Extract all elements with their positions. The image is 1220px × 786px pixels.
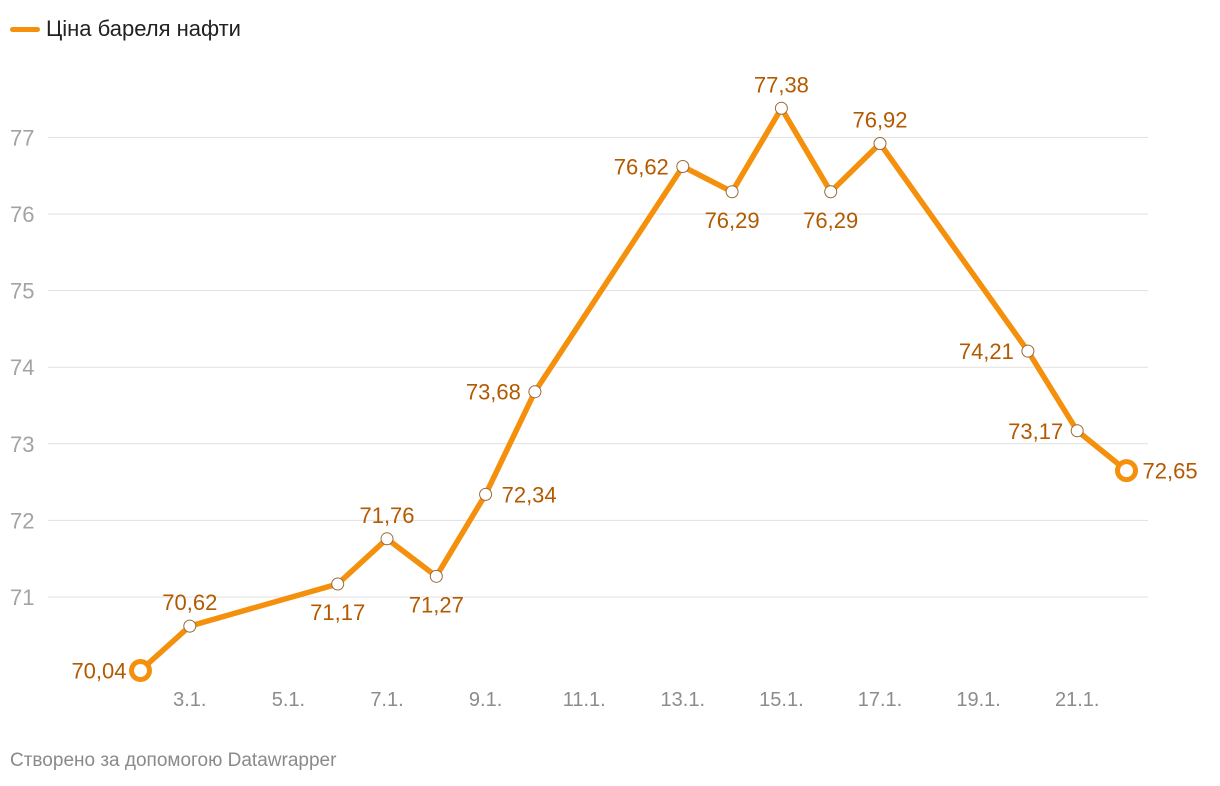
data-label: 73,17 [1008, 419, 1063, 444]
data-point [429, 569, 443, 583]
data-label: 71,27 [409, 592, 464, 617]
data-point [479, 487, 493, 501]
data-label: 76,92 [852, 108, 907, 133]
data-point [1070, 424, 1084, 438]
y-tick-label: 75 [10, 279, 34, 304]
data-label: 71,76 [359, 503, 414, 528]
endpoint-marker [129, 659, 152, 683]
data-label: 76,29 [803, 208, 858, 233]
data-point [676, 160, 690, 174]
x-tick-label: 11.1. [563, 689, 606, 711]
data-point [183, 619, 197, 633]
x-tick-label: 17.1. [858, 689, 902, 711]
x-tick-label: 7.1. [370, 689, 403, 711]
x-tick-label: 21.1. [1055, 689, 1099, 711]
y-tick-label: 76 [10, 202, 34, 227]
data-label: 74,21 [959, 339, 1014, 364]
data-point [1021, 344, 1035, 358]
data-point [380, 532, 394, 546]
legend-label: Ціна бареля нафти [46, 16, 241, 41]
data-label: 70,04 [71, 659, 126, 684]
data-label: 72,65 [1143, 459, 1198, 484]
series-line [137, 105, 1130, 674]
y-tick-label: 73 [10, 432, 34, 457]
data-point [725, 185, 739, 199]
y-tick-label: 72 [10, 508, 34, 533]
x-tick-label: 5.1. [272, 689, 305, 711]
data-point [528, 385, 542, 399]
y-tick-label: 77 [10, 125, 34, 150]
footer-credit: Створено за допомогою Datawrapper [10, 750, 337, 771]
data-point [873, 137, 887, 151]
x-tick-label: 9.1. [469, 689, 502, 711]
endpoint-marker [1115, 459, 1138, 483]
legend-swatch [10, 26, 40, 32]
data-label: 72,34 [502, 482, 557, 507]
data-label: 70,62 [162, 590, 217, 615]
data-label: 76,62 [614, 155, 669, 180]
x-tick-label: 3.1. [173, 689, 206, 711]
data-point [774, 101, 788, 115]
data-label: 73,68 [466, 380, 521, 405]
x-tick-label: 19.1. [956, 689, 1000, 711]
data-point [331, 577, 345, 591]
y-tick-label: 71 [10, 585, 34, 610]
data-label: 77,38 [754, 72, 809, 97]
data-label: 76,29 [705, 208, 760, 233]
x-tick-label: 13.1. [661, 689, 705, 711]
data-label: 71,17 [310, 600, 365, 625]
x-tick-label: 15.1. [759, 689, 803, 711]
data-point [824, 185, 838, 199]
chart-legend: Ціна бареля нафти [10, 16, 241, 42]
y-tick-label: 74 [10, 355, 34, 380]
